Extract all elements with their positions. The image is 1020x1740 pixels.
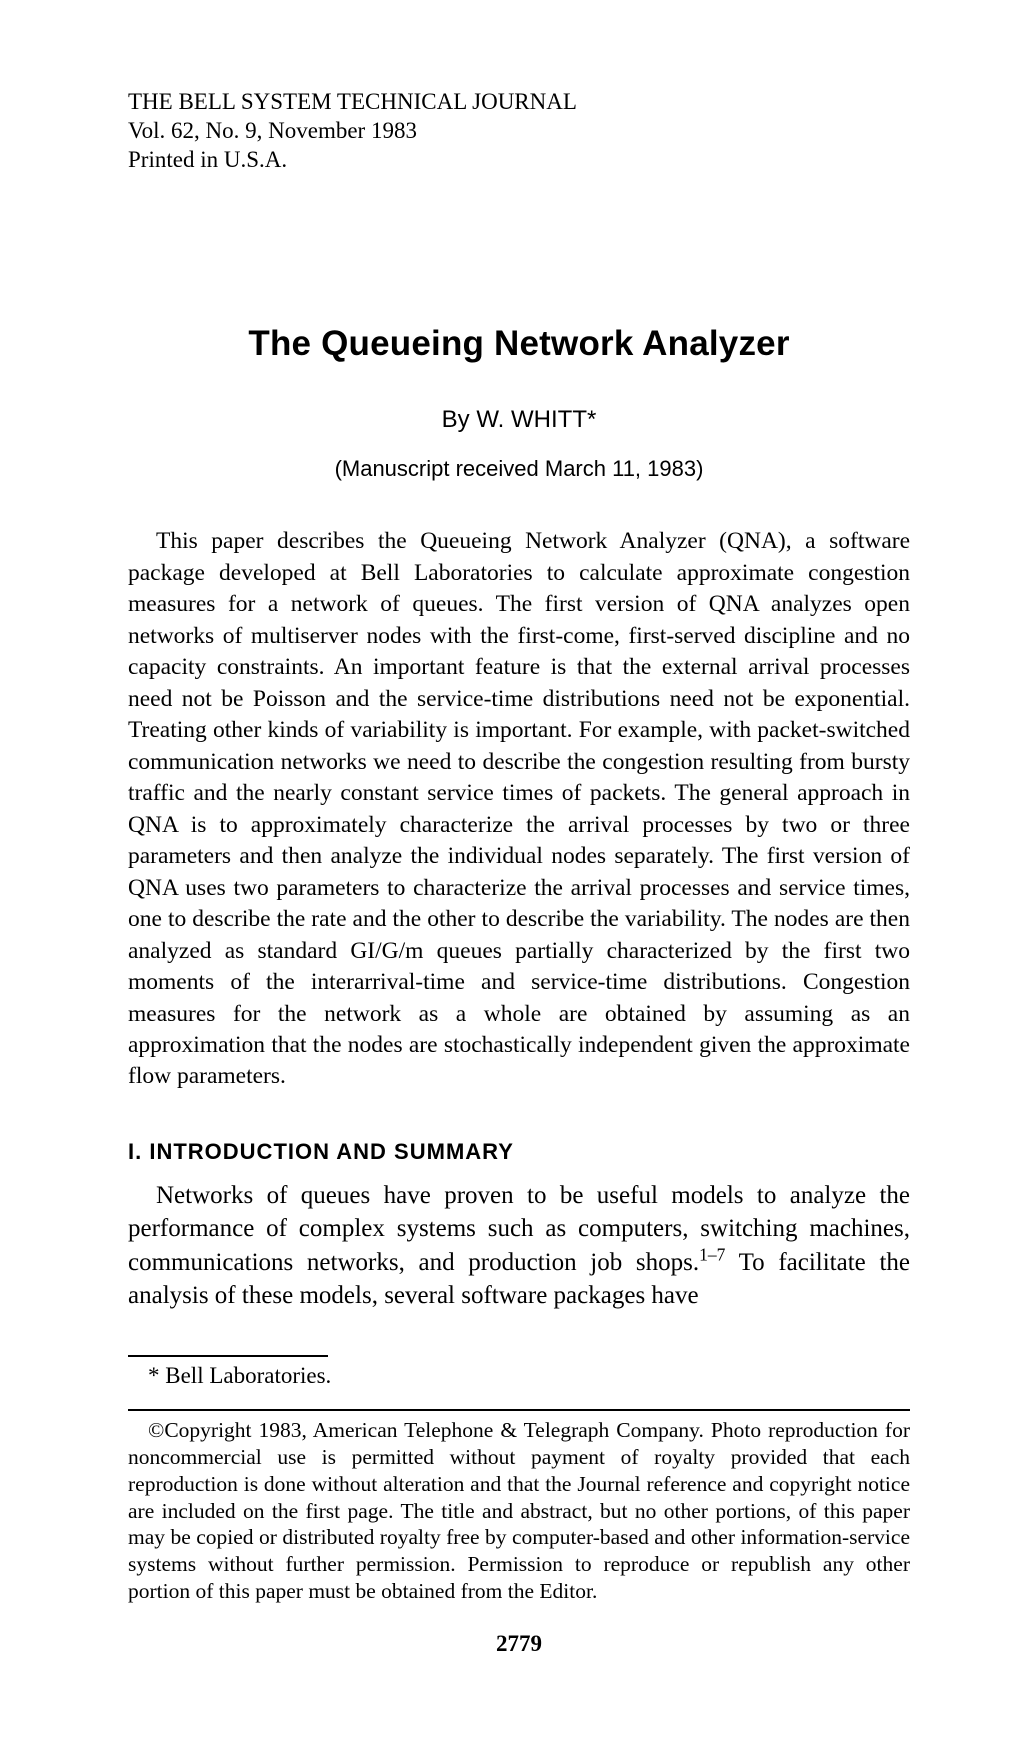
section-heading: I. INTRODUCTION AND SUMMARY [128,1139,910,1165]
footnote-affiliation-text: * Bell Laboratories. [148,1363,331,1388]
paper-title: The Queueing Network Analyzer [128,324,910,364]
manuscript-received: (Manuscript received March 11, 1983) [128,456,910,482]
footnote-affiliation: * Bell Laboratories. [128,1363,910,1389]
copyright-notice: ©Copyright 1983, American Telephone & Te… [128,1417,910,1605]
abstract-text: This paper describes the Queueing Networ… [128,528,910,1089]
page-number: 2779 [128,1631,910,1657]
abstract: This paper describes the Queueing Networ… [128,526,910,1093]
journal-header: THE BELL SYSTEM TECHNICAL JOURNAL Vol. 6… [128,88,910,174]
intro-paragraph: Networks of queues have proven to be use… [128,1179,910,1313]
copyright-rule [128,1409,910,1411]
author-byline: By W. WHITT* [128,406,910,434]
citation-superscript: 1–7 [699,1245,725,1265]
journal-name: THE BELL SYSTEM TECHNICAL JOURNAL [128,88,910,117]
footnote-rule [128,1355,328,1357]
paper-page: THE BELL SYSTEM TECHNICAL JOURNAL Vol. 6… [0,0,1020,1740]
journal-printed: Printed in U.S.A. [128,146,910,175]
journal-issue: Vol. 62, No. 9, November 1983 [128,117,910,146]
copyright-text: ©Copyright 1983, American Telephone & Te… [128,1418,910,1603]
